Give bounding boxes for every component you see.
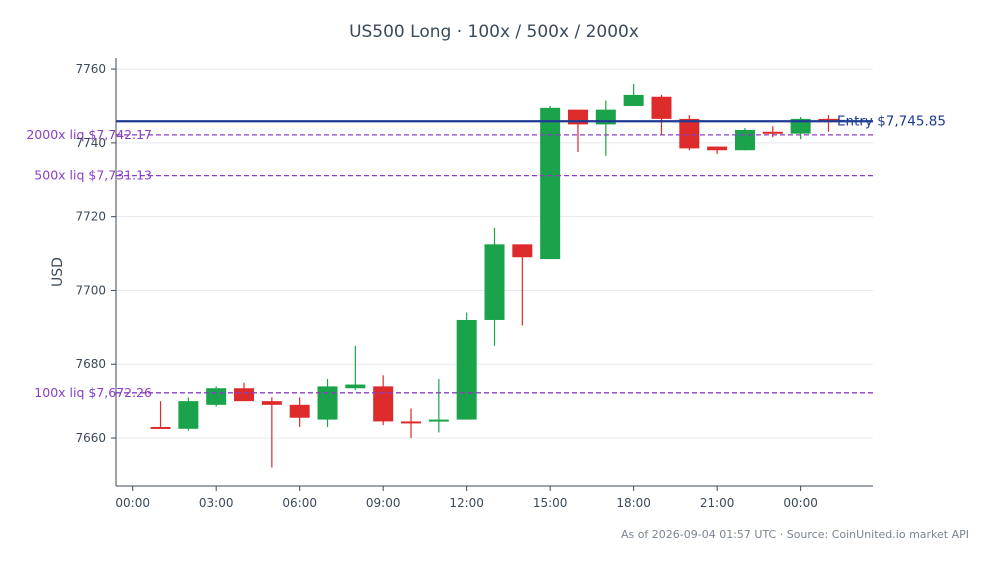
candle-up (623, 83, 644, 106)
candle-body (762, 131, 783, 134)
candle-up (484, 227, 505, 346)
candle-up (540, 105, 561, 260)
candle-body (679, 118, 700, 149)
liquidation-label: 500x liq $7,731.13 (34, 168, 152, 183)
x-tick-label: 21:00 (700, 496, 735, 510)
candle-up (178, 397, 199, 431)
candle-body (150, 426, 171, 429)
x-tick-label: 12:00 (449, 496, 484, 510)
candle-up (206, 386, 227, 407)
candle-down (234, 382, 255, 402)
candle-body (707, 146, 728, 151)
y-tick-label: 7720 (75, 210, 106, 224)
candle-body (484, 244, 505, 320)
candle-up (595, 100, 616, 156)
candle-body (790, 118, 811, 134)
candles (150, 83, 839, 468)
x-tick-label: 03:00 (199, 496, 234, 510)
candle-body (623, 94, 644, 106)
candle-body (734, 129, 755, 151)
candle-up (428, 379, 449, 433)
reference-lines: Entry $7,745.85 2000x liq $7,742.17 500x l… (26, 113, 946, 400)
footer-note: As of 2026-09-04 01:57 UTC · Source: Coi… (621, 528, 969, 541)
candle-down (818, 115, 839, 132)
liquidation-label: 100x liq $7,672.26 (34, 385, 152, 400)
candle-down (512, 244, 533, 326)
candle-up (317, 379, 338, 427)
entry-label: Entry $7,745.85 (837, 113, 946, 129)
candle-up (345, 345, 366, 391)
y-tick-label: 7740 (75, 136, 106, 150)
candle-body (540, 107, 561, 260)
candle-body (345, 384, 366, 389)
x-tick-label: 15:00 (533, 496, 568, 510)
y-tick-label: 7660 (75, 431, 106, 445)
candle-body (456, 319, 477, 420)
x-tick-label: 09:00 (366, 496, 401, 510)
candle-down (651, 94, 672, 136)
candle-body (401, 421, 422, 424)
x-tick-label: 06:00 (282, 496, 317, 510)
candle-down (261, 397, 282, 468)
y-tick-label: 7700 (75, 283, 106, 297)
candle-body (206, 388, 227, 405)
candle-body (512, 244, 533, 258)
candle-down (401, 408, 422, 439)
x-tick-label: 00:00 (115, 496, 150, 510)
x-tick-label: 00:00 (783, 496, 818, 510)
candle-body (818, 118, 839, 121)
candle-down (150, 401, 171, 429)
candle-down (707, 146, 728, 154)
chart-title: US500 Long · 100x / 500x / 2000x (349, 22, 639, 42)
y-axis-label: USD (50, 257, 66, 287)
candle-body (234, 388, 255, 402)
candle-down (567, 109, 588, 153)
candle-body (261, 401, 282, 405)
y-tick-label: 7680 (75, 357, 106, 371)
candle-body (289, 404, 310, 418)
candle-down (373, 375, 394, 426)
candle-up (734, 128, 755, 151)
candle-up (456, 312, 477, 420)
candle-down (289, 397, 310, 427)
candle-down (762, 126, 783, 138)
candle-body (178, 401, 199, 429)
candle-body (428, 419, 449, 422)
candle-body (317, 386, 338, 420)
liquidation-label: 2000x liq $7,742.17 (26, 127, 152, 142)
candle-body (373, 386, 394, 422)
x-tick-label: 18:00 (616, 496, 651, 510)
candle-body (651, 96, 672, 119)
y-tick-label: 7760 (75, 62, 106, 76)
axes: 7660 7680 7700 7720 7740 7760 00:00 03:00 06:00 0… (75, 58, 873, 510)
